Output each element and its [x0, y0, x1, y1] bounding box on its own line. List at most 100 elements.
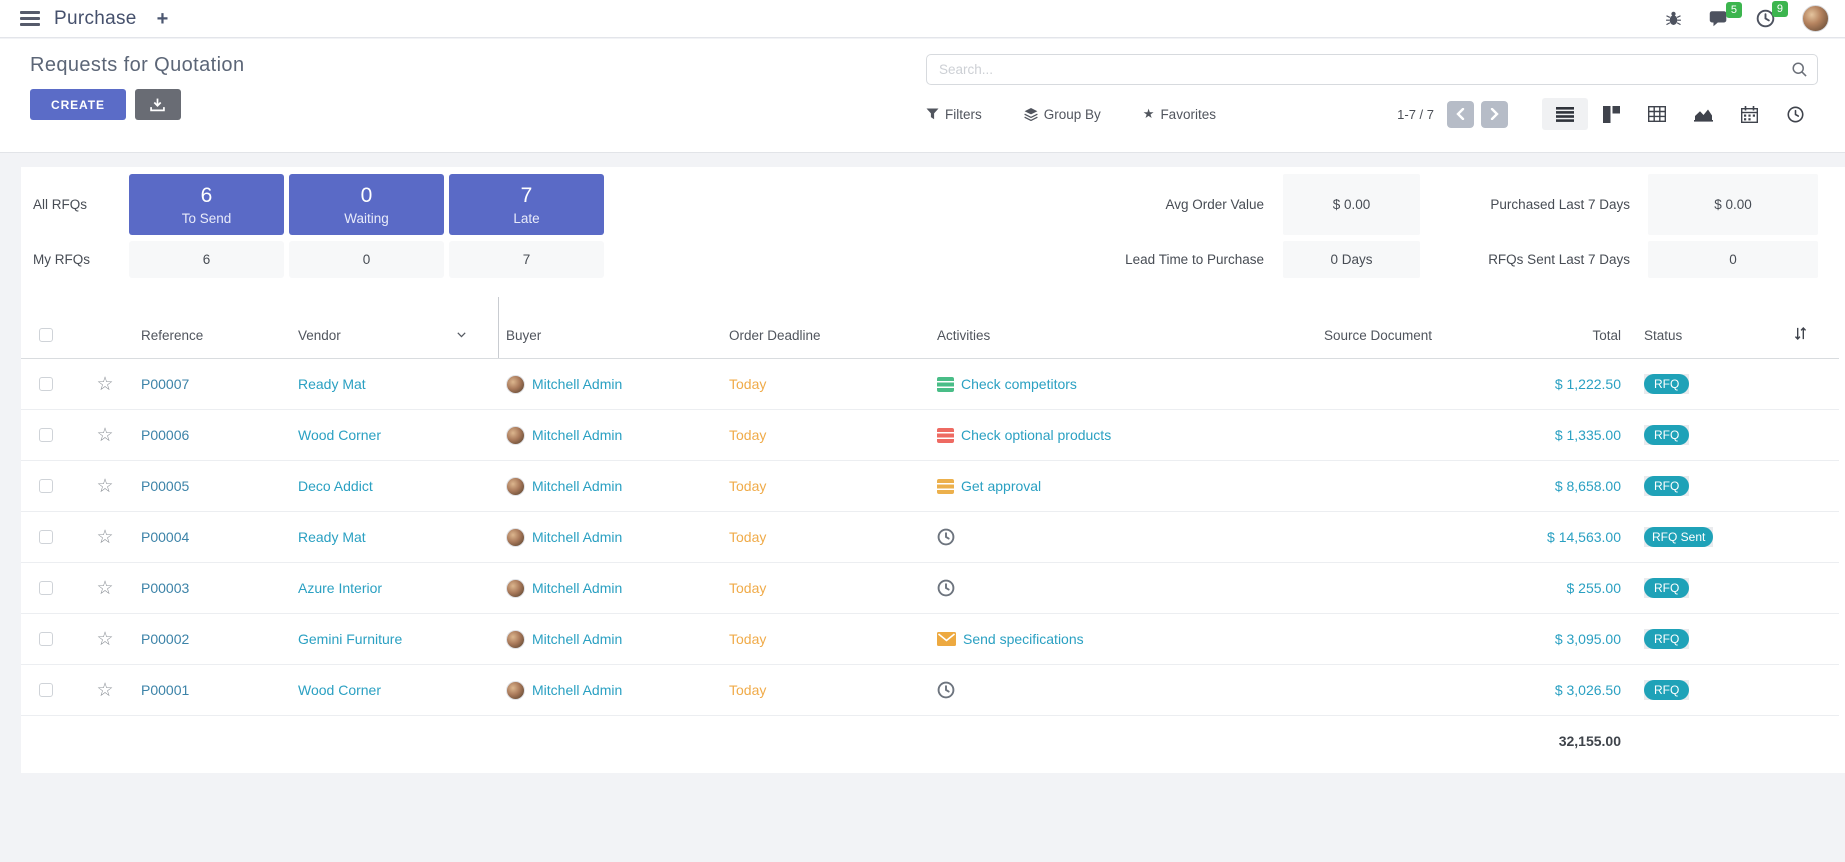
my-late-button[interactable]: 7: [449, 241, 604, 278]
row-buyer[interactable]: Mitchell Admin: [498, 629, 729, 649]
row-deadline[interactable]: Today: [729, 529, 767, 545]
column-header-source-document[interactable]: Source Document: [1324, 327, 1433, 343]
row-vendor[interactable]: Gemini Furniture: [298, 631, 403, 647]
new-tab-button[interactable]: +: [156, 7, 169, 30]
row-checkbox[interactable]: [39, 530, 53, 544]
favorite-star-icon[interactable]: ☆: [96, 424, 114, 446]
activity-list-icon[interactable]: [937, 427, 954, 443]
row-reference[interactable]: P00006: [141, 427, 190, 443]
column-header-buyer[interactable]: Buyer: [506, 327, 542, 343]
row-activity-label[interactable]: Send specifications: [963, 631, 1084, 647]
row-reference[interactable]: P00005: [141, 478, 190, 494]
row-vendor[interactable]: Ready Mat: [298, 529, 366, 545]
calendar-view-button[interactable]: [1726, 98, 1772, 130]
row-vendor[interactable]: Wood Corner: [298, 427, 382, 443]
row-reference[interactable]: P00007: [141, 376, 190, 392]
table-row[interactable]: ☆ P00002 Gemini Furniture Mitchell Admin…: [21, 614, 1839, 665]
activity-cell[interactable]: [933, 528, 1324, 546]
table-row[interactable]: ☆ P00004 Ready Mat Mitchell Admin Today …: [21, 512, 1839, 563]
column-header-reference[interactable]: Reference: [141, 327, 204, 343]
list-view-button[interactable]: [1542, 98, 1588, 130]
row-buyer[interactable]: Mitchell Admin: [498, 425, 729, 445]
activity-cell[interactable]: Get approval: [933, 478, 1324, 494]
stat-to-send-button[interactable]: 6 To Send: [129, 174, 284, 235]
user-avatar[interactable]: [1802, 5, 1829, 32]
my-to-send-button[interactable]: 6: [129, 241, 284, 278]
row-deadline[interactable]: Today: [729, 478, 767, 494]
table-row[interactable]: ☆ P00003 Azure Interior Mitchell Admin T…: [21, 563, 1839, 614]
row-reference[interactable]: P00004: [141, 529, 190, 545]
column-header-total[interactable]: Total: [1592, 327, 1621, 343]
activity-list-icon[interactable]: [937, 478, 954, 494]
row-buyer[interactable]: Mitchell Admin: [498, 578, 729, 598]
row-deadline[interactable]: Today: [729, 682, 767, 698]
row-deadline[interactable]: Today: [729, 580, 767, 596]
debug-bug-icon[interactable]: [1665, 10, 1682, 27]
table-row[interactable]: ☆ P00006 Wood Corner Mitchell Admin Toda…: [21, 410, 1839, 461]
app-name[interactable]: Purchase: [54, 7, 137, 29]
stat-waiting-button[interactable]: 0 Waiting: [289, 174, 444, 235]
graph-view-button[interactable]: [1680, 98, 1726, 130]
table-row[interactable]: ☆ P00001 Wood Corner Mitchell Admin Toda…: [21, 665, 1839, 716]
create-button[interactable]: CREATE: [30, 89, 126, 120]
row-activity-label[interactable]: Check optional products: [961, 427, 1112, 443]
row-vendor[interactable]: Azure Interior: [298, 580, 383, 596]
optional-columns-button[interactable]: [1781, 326, 1839, 344]
activity-cell[interactable]: Send specifications: [933, 631, 1324, 647]
activity-clock-icon[interactable]: [937, 528, 955, 546]
activity-clock-icon[interactable]: [937, 681, 955, 699]
column-header-vendor[interactable]: Vendor: [290, 328, 498, 343]
search-input[interactable]: [926, 54, 1818, 85]
export-button[interactable]: [134, 89, 181, 120]
group-by-button[interactable]: Group By: [1024, 107, 1101, 122]
row-vendor[interactable]: Ready Mat: [298, 376, 366, 392]
my-waiting-button[interactable]: 0: [289, 241, 444, 278]
favorites-button[interactable]: ★ Favorites: [1143, 106, 1216, 122]
activities-button[interactable]: 9: [1756, 1, 1788, 28]
activity-envelope-icon[interactable]: [937, 632, 956, 646]
favorite-star-icon[interactable]: ☆: [96, 679, 114, 701]
activity-cell[interactable]: [933, 681, 1324, 699]
activity-cell[interactable]: Check competitors: [933, 376, 1324, 392]
favorite-star-icon[interactable]: ☆: [96, 628, 114, 650]
row-deadline[interactable]: Today: [729, 427, 767, 443]
row-buyer[interactable]: Mitchell Admin: [498, 374, 729, 394]
row-checkbox[interactable]: [39, 479, 53, 493]
row-checkbox[interactable]: [39, 377, 53, 391]
column-header-activities[interactable]: Activities: [937, 327, 991, 343]
pager-next-button[interactable]: [1481, 100, 1508, 128]
filters-button[interactable]: Filters: [926, 107, 982, 122]
column-resize-handle[interactable]: [498, 297, 499, 359]
row-buyer[interactable]: Mitchell Admin: [498, 680, 729, 700]
row-deadline[interactable]: Today: [729, 631, 767, 647]
favorite-star-icon[interactable]: ☆: [96, 577, 114, 599]
row-vendor[interactable]: Deco Addict: [298, 478, 373, 494]
row-reference[interactable]: P00001: [141, 682, 190, 698]
row-reference[interactable]: P00002: [141, 631, 190, 647]
table-row[interactable]: ☆ P00007 Ready Mat Mitchell Admin Today …: [21, 359, 1839, 410]
row-deadline[interactable]: Today: [729, 376, 767, 392]
pivot-view-button[interactable]: [1634, 98, 1680, 130]
column-header-order-deadline[interactable]: Order Deadline: [729, 327, 821, 343]
search-icon[interactable]: [1791, 61, 1808, 83]
row-buyer[interactable]: Mitchell Admin: [498, 527, 729, 547]
favorite-star-icon[interactable]: ☆: [96, 475, 114, 497]
column-header-status[interactable]: Status: [1644, 327, 1683, 343]
table-row[interactable]: ☆ P00005 Deco Addict Mitchell Admin Toda…: [21, 461, 1839, 512]
kanban-view-button[interactable]: [1588, 98, 1634, 130]
apps-menu-icon[interactable]: [20, 8, 40, 29]
row-checkbox[interactable]: [39, 632, 53, 646]
activity-cell[interactable]: Check optional products: [933, 427, 1324, 443]
messages-button[interactable]: 5: [1709, 1, 1742, 28]
row-checkbox[interactable]: [39, 683, 53, 697]
row-activity-label[interactable]: Get approval: [961, 478, 1042, 494]
activity-clock-icon[interactable]: [937, 579, 955, 597]
row-checkbox[interactable]: [39, 581, 53, 595]
favorite-star-icon[interactable]: ☆: [96, 373, 114, 395]
pager-previous-button[interactable]: [1447, 100, 1474, 128]
row-activity-label[interactable]: Check competitors: [961, 376, 1077, 392]
activity-list-icon[interactable]: [937, 376, 954, 392]
activity-view-button[interactable]: [1772, 98, 1818, 130]
favorite-star-icon[interactable]: ☆: [96, 526, 114, 548]
row-buyer[interactable]: Mitchell Admin: [498, 476, 729, 496]
